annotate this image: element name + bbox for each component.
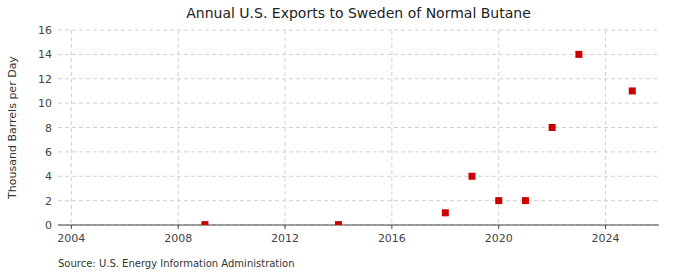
x-axis-line — [58, 225, 659, 226]
y-tick-label: 0 — [45, 219, 52, 232]
y-grid-line — [58, 151, 659, 152]
x-grid-line — [71, 30, 72, 225]
x-tick-label: 2012 — [271, 232, 299, 245]
point — [469, 173, 476, 180]
y-tick-label: 8 — [45, 122, 52, 135]
point — [442, 209, 449, 216]
points — [201, 51, 635, 225]
y-grid-line — [58, 78, 659, 79]
x-grid-line — [285, 30, 286, 225]
point — [522, 197, 529, 204]
x-grid-line — [605, 30, 606, 225]
source-note: Source: U.S. Energy Information Administ… — [58, 258, 295, 269]
point — [335, 221, 342, 225]
point — [549, 124, 556, 131]
x-tick — [498, 225, 499, 229]
x-grid-line — [391, 30, 392, 225]
x-tick — [391, 225, 392, 229]
y-grid-line — [58, 127, 659, 128]
x-tick-label: 2020 — [485, 232, 513, 245]
x-tick-label: 2024 — [592, 232, 620, 245]
chart: Annual U.S. Exports to Sweden of Normal … — [0, 0, 675, 275]
y-tick-label: 16 — [38, 24, 52, 37]
y-grid-line — [58, 176, 659, 177]
y-tick-label: 2 — [45, 195, 52, 208]
title: Annual U.S. Exports to Sweden of Normal … — [186, 5, 531, 21]
point — [201, 221, 208, 225]
y-axis-label: Thousand Barrels per Day — [6, 56, 19, 200]
point — [629, 87, 636, 94]
y-tick-label: 6 — [45, 146, 52, 159]
x-tick-label: 2016 — [378, 232, 406, 245]
y-grid-line — [58, 200, 659, 201]
x-grid-line — [498, 30, 499, 225]
x-tick-label: 2008 — [164, 232, 192, 245]
y-tick-label: 4 — [45, 170, 52, 183]
grid — [58, 30, 659, 225]
y-grid-line — [58, 30, 659, 31]
y-grid-line — [58, 54, 659, 55]
x-tick — [71, 225, 72, 229]
x-tick — [178, 225, 179, 229]
y-tick-label: 10 — [38, 97, 52, 110]
point — [575, 51, 582, 58]
x-tick — [605, 225, 606, 229]
x-tick-label: 2004 — [57, 232, 85, 245]
x-tick — [285, 225, 286, 229]
y-grid-line — [58, 225, 659, 226]
y-tick-label: 14 — [38, 48, 52, 61]
point — [495, 197, 502, 204]
y-tick-label: 12 — [38, 73, 52, 86]
x-grid-line — [178, 30, 179, 225]
y-grid-line — [58, 103, 659, 104]
